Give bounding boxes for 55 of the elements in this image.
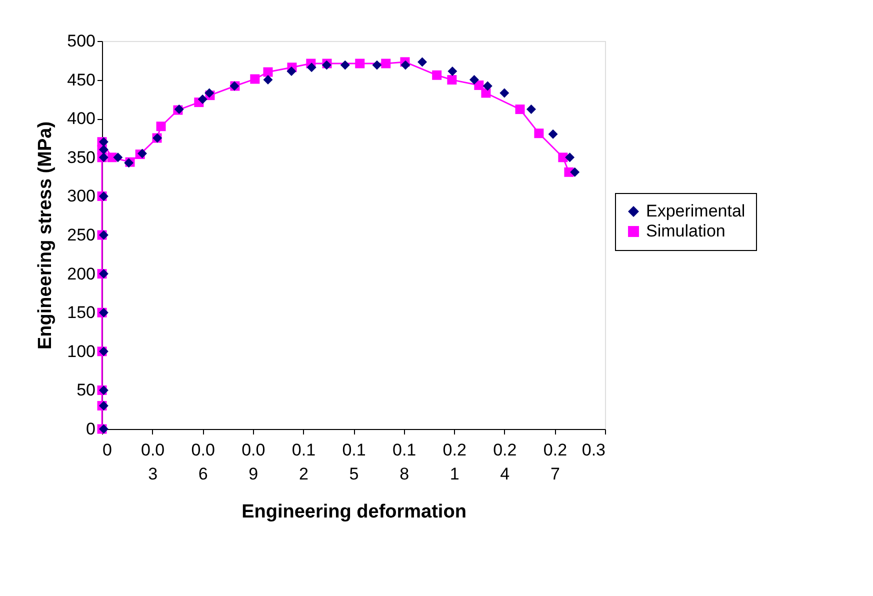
- point: [381, 58, 391, 68]
- point: [156, 122, 166, 132]
- y-tick-label: 200: [67, 264, 96, 284]
- y-tick-label: 350: [67, 148, 96, 167]
- point: [263, 75, 273, 85]
- y-tick-label: 400: [67, 109, 96, 128]
- point: [515, 104, 525, 114]
- point: [355, 58, 365, 68]
- point: [340, 60, 350, 70]
- y-tick-label: 50: [76, 380, 96, 400]
- x-tick-label: 0: [102, 440, 112, 460]
- legend-label: Simulation: [646, 222, 726, 240]
- point: [534, 128, 544, 138]
- x-tick-label: 0.12: [292, 440, 316, 484]
- x-tick-label: 0.09: [242, 440, 266, 484]
- point: [372, 60, 382, 70]
- y-tick-label: 450: [67, 70, 96, 90]
- legend-label: Experimental: [646, 202, 746, 220]
- x-tick-label: 0.27: [543, 440, 568, 484]
- point: [548, 129, 558, 139]
- point: [570, 167, 580, 177]
- point: [306, 62, 316, 72]
- point: [558, 152, 568, 162]
- x-axis-title: Engineering deformation: [242, 502, 466, 522]
- point: [565, 152, 575, 162]
- y-tick-label: 100: [67, 342, 96, 361]
- x-tick-label: 0.15: [342, 440, 366, 484]
- x-tick-label: 0.03: [140, 440, 165, 484]
- point: [204, 88, 214, 98]
- point: [448, 66, 458, 76]
- y-tick-label: 250: [67, 226, 96, 244]
- y-tick-label: 300: [67, 186, 96, 206]
- y-tick-label: 0: [86, 420, 96, 438]
- y-tick-label: 150: [67, 303, 96, 322]
- point: [469, 75, 479, 85]
- x-tick-label: 0.3: [582, 440, 606, 460]
- y-axis-title: Engineering stress (MPa): [35, 121, 56, 350]
- x-tick-label: 0.21: [442, 440, 466, 484]
- x-tick-label: 0.06: [191, 440, 215, 484]
- point: [400, 60, 410, 70]
- x-tick-label: 0.18: [392, 440, 416, 484]
- point: [113, 152, 123, 162]
- point: [263, 67, 273, 77]
- point: [250, 74, 260, 84]
- point: [481, 88, 491, 98]
- y-tick-label: 500: [67, 32, 96, 50]
- point: [418, 57, 427, 67]
- point: [482, 81, 492, 91]
- point: [432, 70, 442, 80]
- x-tick-label: 0.24: [493, 440, 517, 484]
- point: [500, 88, 510, 98]
- point: [447, 75, 457, 85]
- point: [286, 66, 296, 76]
- point: [198, 94, 208, 104]
- point: [526, 104, 536, 114]
